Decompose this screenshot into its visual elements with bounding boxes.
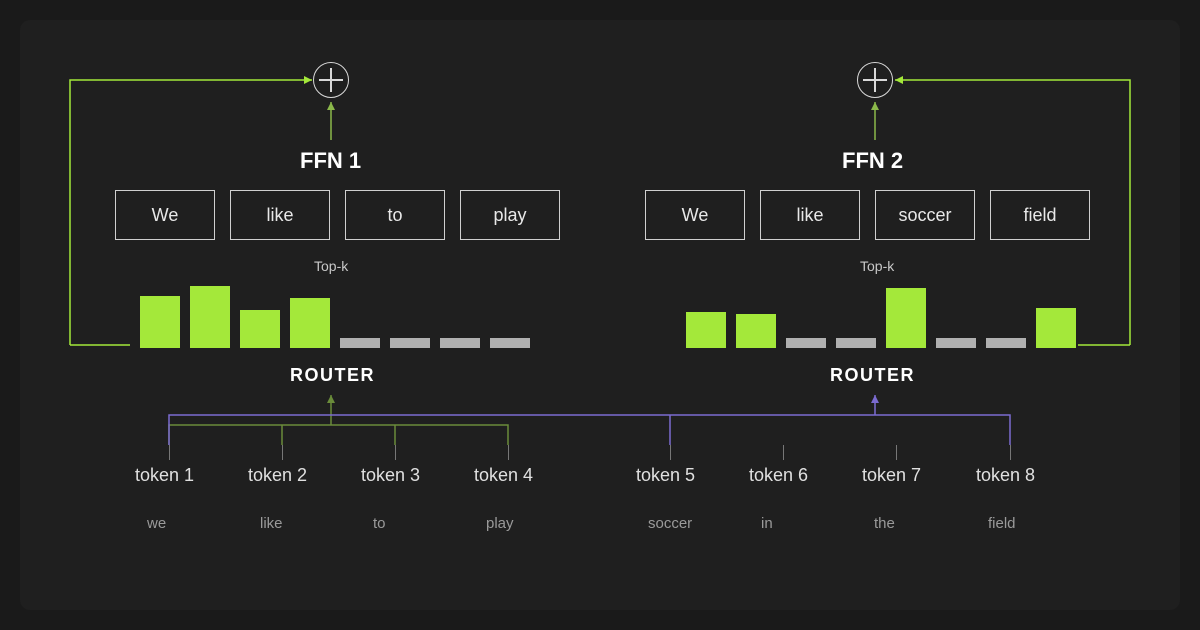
- ffn2-label: FFN 2: [842, 148, 903, 174]
- ffn1-word-0: We: [115, 190, 215, 240]
- token-tick: [508, 445, 509, 460]
- token-word: field: [988, 515, 1016, 532]
- token-label: token 5: [636, 465, 695, 486]
- topk-left: Top-k: [314, 258, 348, 274]
- token-word: like: [260, 515, 283, 532]
- router-bar: [390, 338, 430, 348]
- ffn1-label: FFN 1: [300, 148, 361, 174]
- token-word: we: [147, 515, 166, 532]
- router-bar: [936, 338, 976, 348]
- router-bar: [986, 338, 1026, 348]
- token-word: play: [486, 515, 514, 532]
- router-bar: [736, 314, 776, 348]
- router-bar: [440, 338, 480, 348]
- token-word: to: [373, 515, 386, 532]
- token-word: the: [874, 515, 895, 532]
- ffn1-word-2: to: [345, 190, 445, 240]
- router-bar: [140, 296, 180, 348]
- router-bar: [190, 286, 230, 348]
- token-label: token 7: [862, 465, 921, 486]
- ffn2-word-2: soccer: [875, 190, 975, 240]
- token-label: token 6: [749, 465, 808, 486]
- router-bars-right: [686, 278, 1076, 348]
- ffn2-word-1: like: [760, 190, 860, 240]
- token-word: soccer: [648, 515, 692, 532]
- token-word: in: [761, 515, 773, 532]
- token-tick: [670, 445, 671, 460]
- token-tick: [395, 445, 396, 460]
- ffn1-word-3: play: [460, 190, 560, 240]
- token-label: token 3: [361, 465, 420, 486]
- token-tick: [783, 445, 784, 460]
- add-node-left: [313, 62, 349, 98]
- router-bar: [1036, 308, 1076, 348]
- router-right-label: ROUTER: [830, 365, 915, 386]
- router-bar: [290, 298, 330, 348]
- diagram-canvas: FFN 1 FFN 2 We like to play We like socc…: [20, 20, 1180, 610]
- ffn1-word-1: like: [230, 190, 330, 240]
- token-label: token 1: [135, 465, 194, 486]
- router-bar: [490, 338, 530, 348]
- router-bar: [340, 338, 380, 348]
- router-bar: [786, 338, 826, 348]
- router-bar: [240, 310, 280, 348]
- router-bars-left: [140, 278, 530, 348]
- token-tick: [1010, 445, 1011, 460]
- token-tick: [282, 445, 283, 460]
- ffn2-word-0: We: [645, 190, 745, 240]
- token-label: token 8: [976, 465, 1035, 486]
- topk-right: Top-k: [860, 258, 894, 274]
- router-bar: [886, 288, 926, 348]
- token-label: token 4: [474, 465, 533, 486]
- token-tick: [896, 445, 897, 460]
- token-tick: [169, 445, 170, 460]
- token-label: token 2: [248, 465, 307, 486]
- router-left-label: ROUTER: [290, 365, 375, 386]
- router-bar: [836, 338, 876, 348]
- add-node-right: [857, 62, 893, 98]
- ffn2-word-3: field: [990, 190, 1090, 240]
- router-bar: [686, 312, 726, 348]
